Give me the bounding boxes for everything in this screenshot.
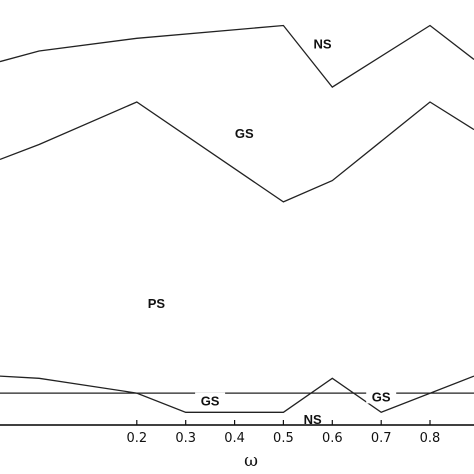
x-axis-ticks: 0.2 0.3 0.4 0.5 0.6 0.7 0.8 (126, 420, 440, 446)
region-label-ns-5: NS (304, 412, 322, 427)
region-label-ps-3: PS (148, 296, 166, 311)
boundary-line-1 (0, 24, 474, 88)
region-label-bg-4 (195, 392, 226, 408)
region-label-gs-2: GS (235, 126, 254, 141)
x-tick-label-7: 0.8 (420, 431, 441, 446)
plot-frame (0, 424, 474, 426)
region-label-bg-2 (229, 124, 260, 140)
x-axis-label: ω (244, 451, 258, 471)
region-label-gs-4: GS (201, 394, 220, 409)
x-tick-label-6: 0.7 (371, 431, 392, 446)
region-label-bg-1 (307, 35, 338, 51)
x-tick-label-4: 0.5 (273, 431, 294, 446)
x-tick-label-5: 0.6 (322, 431, 343, 446)
region-label-bg-6 (366, 388, 397, 404)
region-label-bg-5 (297, 410, 328, 426)
x-tick-label-1: 0.2 (126, 431, 147, 446)
x-tick-label-2: 0.3 (175, 431, 196, 446)
boundary-line-3 (0, 375, 474, 414)
region-labels: NS GS PS GS NS GS (141, 35, 397, 427)
region-label-ns-1: NS (313, 37, 331, 52)
boundary-line-2 (0, 101, 474, 203)
region-label-gs-6: GS (372, 389, 391, 404)
region-label-bg-3 (141, 294, 172, 310)
x-tick-label-3: 0.4 (224, 431, 245, 446)
series-layer (0, 24, 474, 414)
boundary-line-4 (0, 375, 474, 394)
